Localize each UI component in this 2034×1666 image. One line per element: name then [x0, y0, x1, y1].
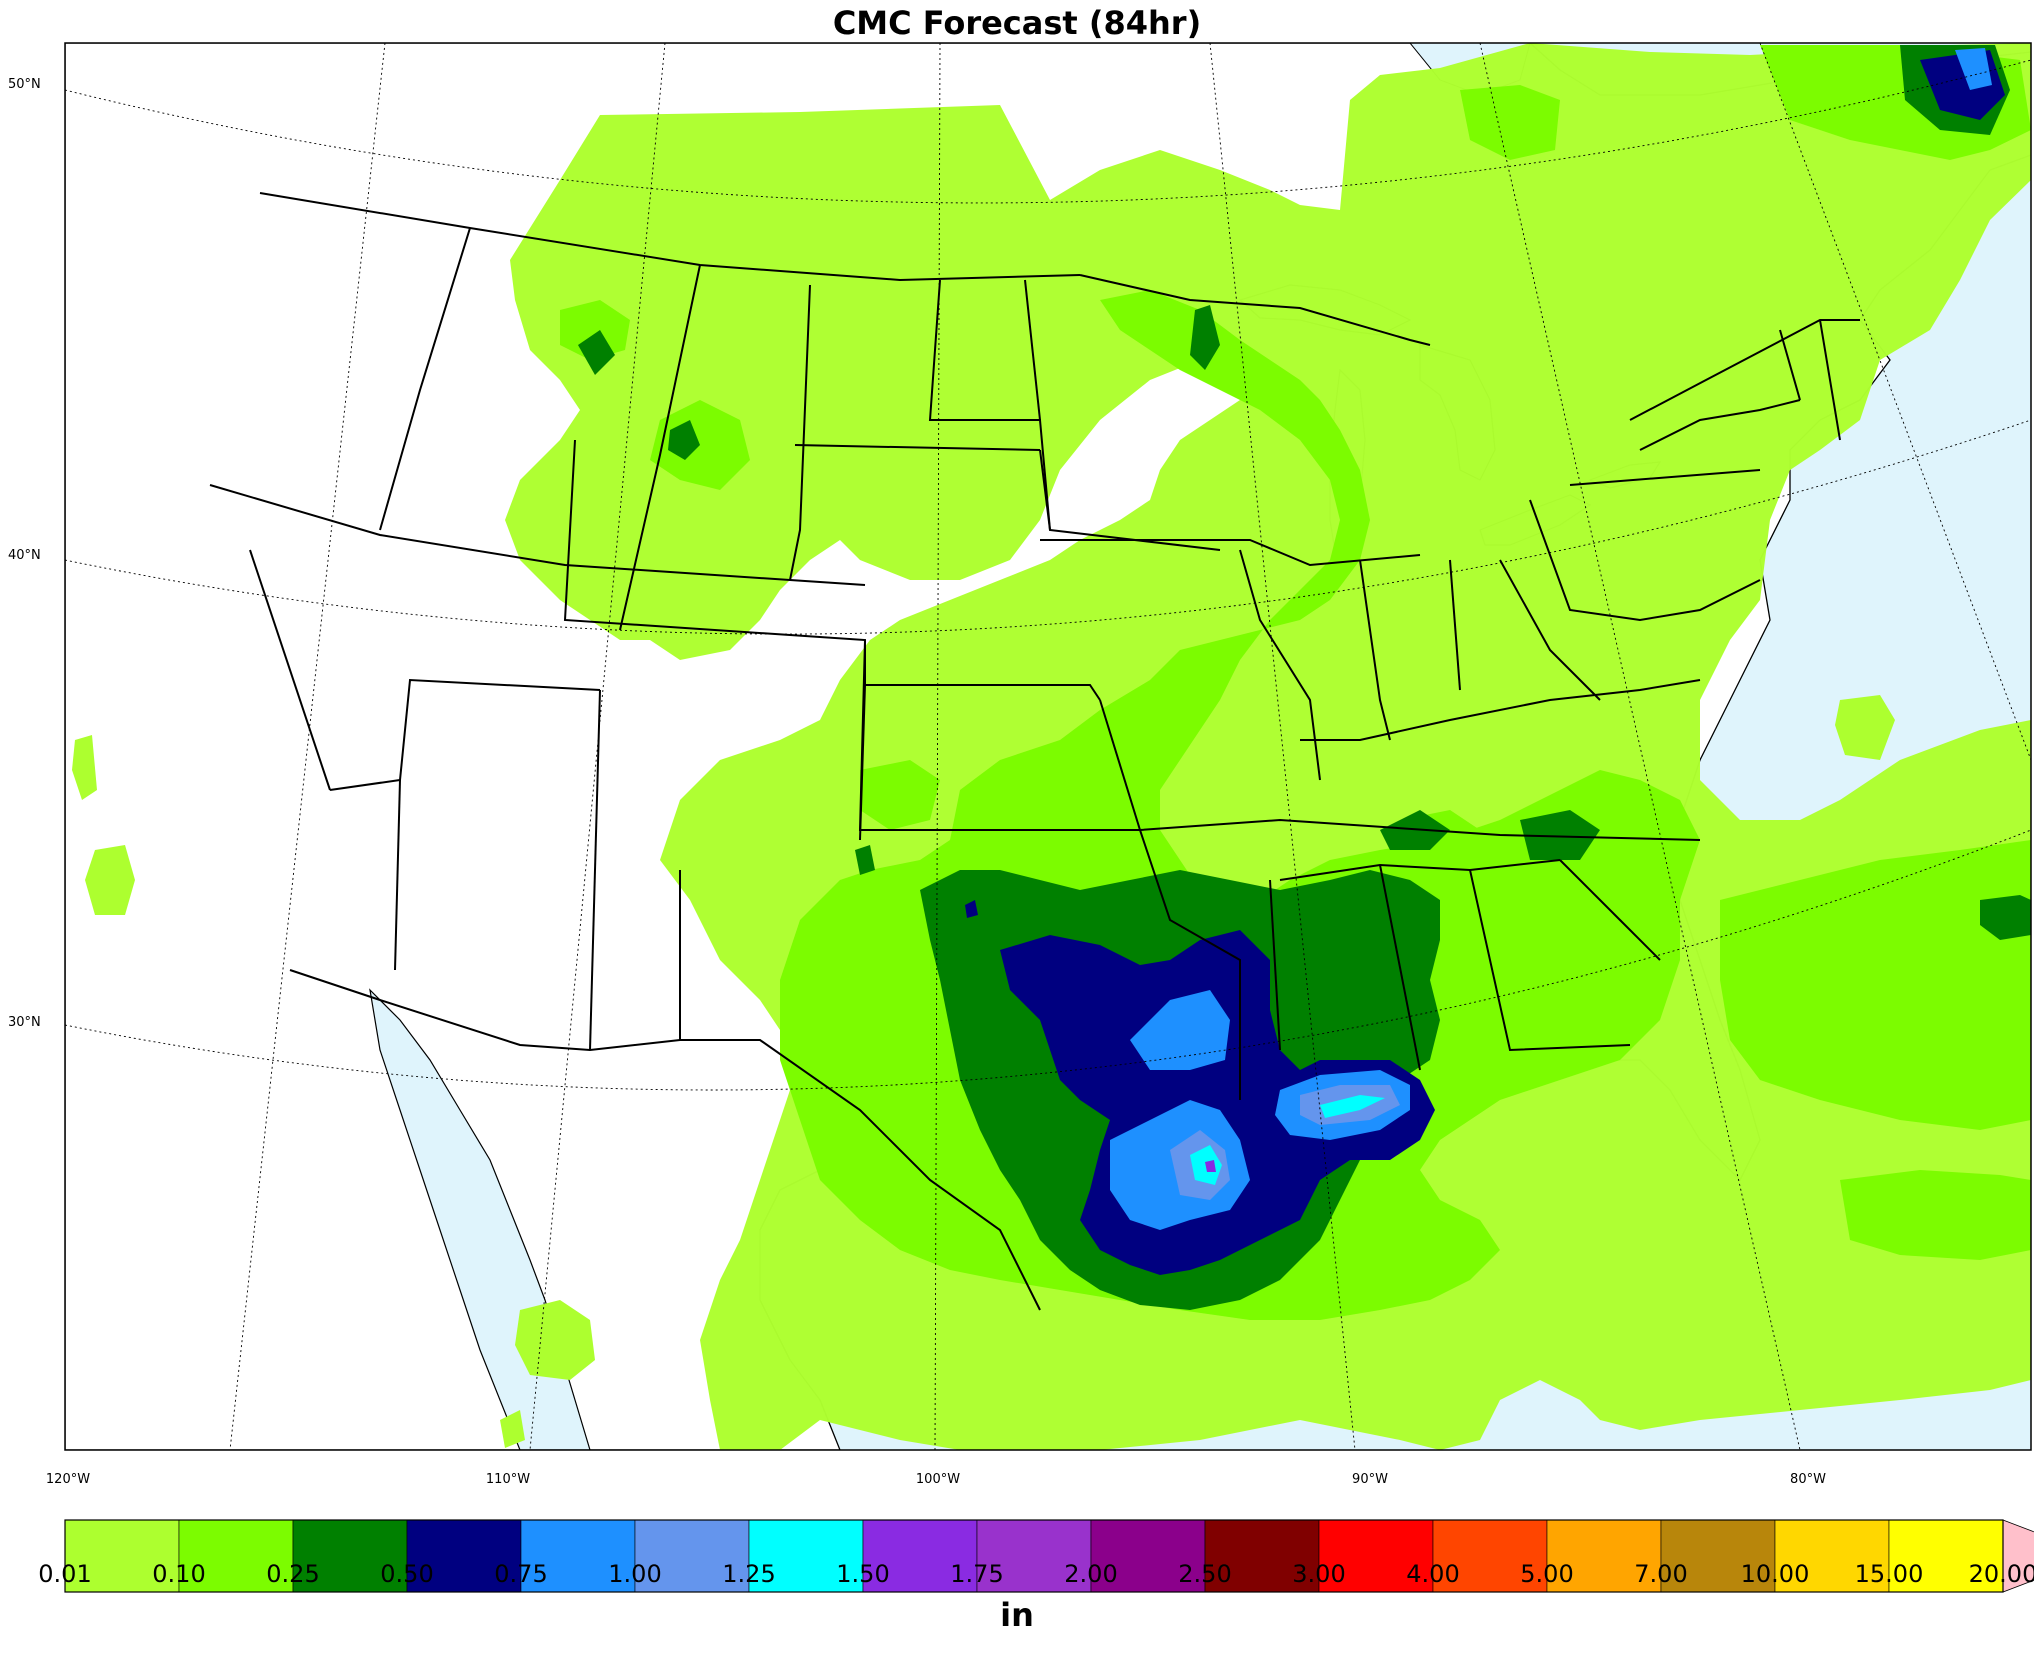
colorbar-tick-label: 0.25: [266, 1560, 320, 1588]
colorbar-tick-label: 10.00: [1740, 1560, 1810, 1588]
precip-band-0.01: [515, 1300, 595, 1380]
map-frame: [64, 42, 2032, 1451]
colorbar-swatch: [1090, 1519, 1206, 1593]
latitude-label: 50°N: [8, 77, 41, 92]
colorbar-tick-label: 3.00: [1292, 1560, 1346, 1588]
precip-band-0.01: [72, 735, 97, 800]
precip-band-0.01: [85, 845, 135, 915]
precip-band-1.25: [1320, 1095, 1385, 1118]
longitude-label: 90°W: [1352, 1472, 1388, 1487]
colorbar-tick-label: 15.00: [1854, 1560, 1924, 1588]
graticule: [65, 43, 2031, 1450]
precip-band-0.50: [1000, 930, 1435, 1275]
colorbar-tick-label: 1.25: [722, 1560, 776, 1588]
map-title: CMC Forecast (84hr): [832, 4, 1202, 42]
colorbar-tick-label: 1.50: [836, 1560, 890, 1588]
precip-band-0.25: [668, 420, 700, 460]
colorbar-tick-label: 0.50: [380, 1560, 434, 1588]
colorbar-swatch: [292, 1519, 408, 1593]
colorbar: [64, 1519, 2034, 1593]
precipitation-shading: [72, 43, 2031, 1450]
colorbar-tick-label: 5.00: [1520, 1560, 1574, 1588]
precip-band-0.10: [1460, 85, 1560, 160]
colorbar-tick-label: 0.75: [494, 1560, 548, 1588]
colorbar-tick-label: 2.50: [1178, 1560, 1232, 1588]
latitude-label: 30°N: [8, 1015, 41, 1030]
colorbar-swatch: [1774, 1519, 1890, 1593]
precip-band-0.25: [578, 330, 615, 375]
colorbar-swatch: [976, 1519, 1092, 1593]
colorbar-swatch: [862, 1519, 978, 1593]
colorbar-swatch: [178, 1519, 294, 1593]
colorbar-tick-label: 1.75: [950, 1560, 1004, 1588]
colorbar-outline: [64, 1519, 2004, 1593]
longitude-label: 100°W: [915, 1472, 961, 1487]
precip-band-0.01: [500, 1410, 525, 1448]
precip-band-0.25: [1520, 810, 1600, 860]
colorbar-tick-label: 0.01: [38, 1560, 92, 1588]
colorbar-swatch: [64, 1519, 180, 1593]
precip-band-0.10: [560, 300, 630, 360]
colorbar-swatch: [1888, 1519, 2004, 1593]
colorbar-swatch: [1318, 1519, 1434, 1593]
precip-band-1.50: [1205, 1160, 1216, 1172]
precip-band-0.25: [1980, 895, 2031, 940]
precip-band-0.10: [860, 760, 940, 830]
precip-band-0.25: [1190, 305, 1220, 370]
precip-band-0.10: [1840, 1170, 2031, 1260]
precip-band-0.50: [965, 900, 978, 918]
colorbar-tick-label: 0.10: [152, 1560, 206, 1588]
colorbar-tick-label: 20.00: [1968, 1560, 2034, 1588]
precip-band-0.10: [1720, 840, 2031, 1130]
longitude-label: 110°W: [485, 1472, 531, 1487]
precip-band-0.01: [1835, 695, 1895, 760]
longitude-label: 80°W: [1790, 1472, 1826, 1487]
latitude-label: 40°N: [8, 548, 41, 563]
precip-band-0.75: [1130, 990, 1230, 1070]
colorbar-tick-label: 2.00: [1064, 1560, 1118, 1588]
colorbar-tick-label: 7.00: [1634, 1560, 1688, 1588]
state-borders: [209, 192, 1860, 1311]
colorbar-tick-label: 4.00: [1406, 1560, 1460, 1588]
precip-band-0.25: [855, 845, 875, 875]
colorbar-swatch: [748, 1519, 864, 1593]
colorbar-unit-label: in: [1000, 1596, 1034, 1634]
precip-band-0.75: [1955, 48, 1992, 90]
colorbar-tick-label: 1.00: [608, 1560, 662, 1588]
longitude-label: 120°W: [45, 1472, 91, 1487]
